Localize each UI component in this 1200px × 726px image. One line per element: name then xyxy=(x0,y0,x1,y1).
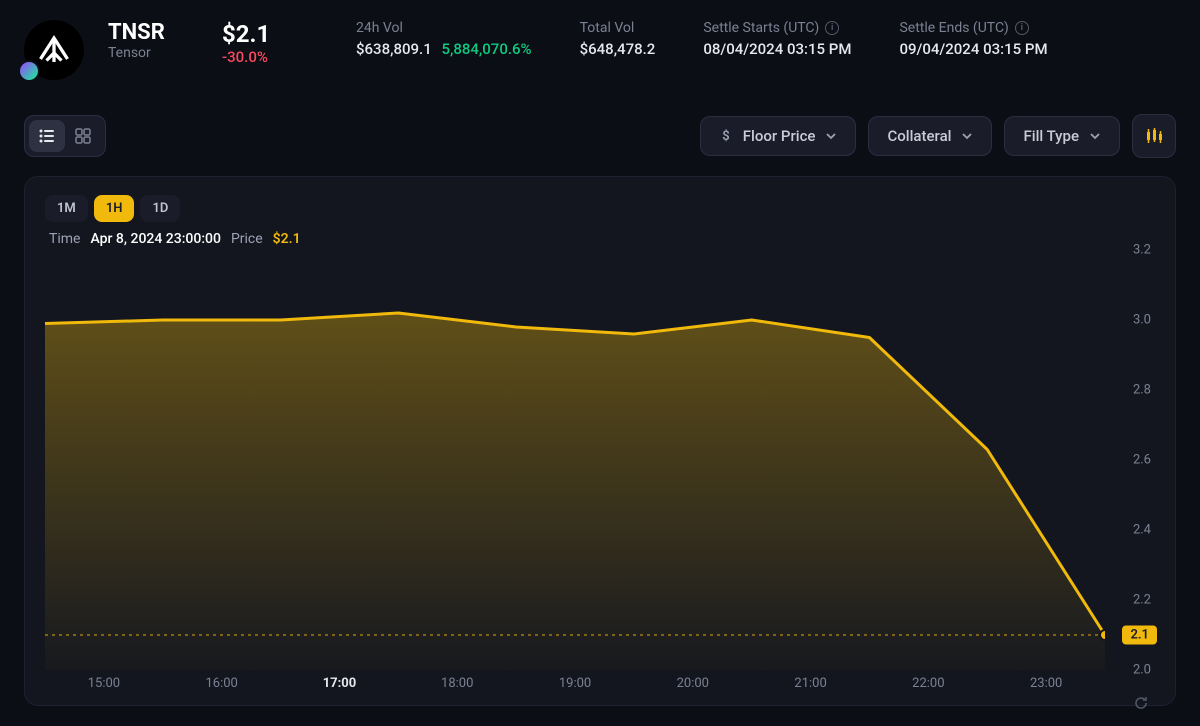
dollar-icon: $ xyxy=(719,129,733,143)
stat-value: 08/04/2024 03:15 PM xyxy=(703,40,851,58)
stat-label: 24h Vol xyxy=(356,20,532,36)
toolbar: $ Floor Price Collateral Fill Type xyxy=(24,114,1176,158)
token-name-block: TNSR Tensor xyxy=(108,20,198,61)
fill-type-filter[interactable]: Fill Type xyxy=(1004,116,1120,156)
collateral-filter[interactable]: Collateral xyxy=(868,116,992,156)
grid-view-button[interactable] xyxy=(65,120,101,152)
list-view-button[interactable] xyxy=(29,120,65,152)
tensor-logo-icon xyxy=(36,32,72,68)
chart-tooltip: Time Apr 8, 2024 23:00:00 Price $2.1 xyxy=(49,231,301,247)
tooltip-time-value: Apr 8, 2024 23:00:00 xyxy=(90,231,220,247)
chart-plot[interactable] xyxy=(45,250,1105,670)
stat-label: Settle Starts (UTC) i xyxy=(703,20,851,36)
candlestick-icon xyxy=(1144,126,1164,146)
chart-card: 1M1H1D Time Apr 8, 2024 23:00:00 Price $… xyxy=(24,176,1176,706)
y-axis: 3.23.02.82.62.42.22.02.1 xyxy=(1105,250,1155,670)
x-tick: 16:00 xyxy=(163,676,281,691)
chevron-down-icon xyxy=(961,130,973,142)
info-icon[interactable]: i xyxy=(825,21,839,35)
price-block: $2.1 -30.0% xyxy=(222,20,332,66)
chevron-down-icon xyxy=(825,130,837,142)
stat-total-vol: Total Vol $648,478.2 xyxy=(580,20,656,58)
stat-value: 09/04/2024 03:15 PM xyxy=(899,40,1047,58)
grid-icon xyxy=(74,127,92,145)
y-tick: 2.4 xyxy=(1105,523,1155,538)
floor-price-filter[interactable]: $ Floor Price xyxy=(700,116,857,156)
filter-label: Fill Type xyxy=(1023,127,1079,145)
y-tick: 3.0 xyxy=(1105,313,1155,328)
timeframe-1m[interactable]: 1M xyxy=(45,195,88,222)
refresh-icon[interactable] xyxy=(1133,695,1149,711)
filter-label: Collateral xyxy=(887,127,951,145)
y-tick-current: 2.1 xyxy=(1122,626,1157,645)
chart-type-button[interactable] xyxy=(1132,114,1176,158)
x-axis: 15:0016:0017:0018:0019:0020:0021:0022:00… xyxy=(45,676,1155,691)
y-tick: 3.2 xyxy=(1105,243,1155,258)
y-tick: 2.2 xyxy=(1105,593,1155,608)
stat-label: Settle Ends (UTC) i xyxy=(899,20,1047,36)
tooltip-price-value: $2.1 xyxy=(273,231,301,247)
header: TNSR Tensor $2.1 -30.0% 24h Vol $638,809… xyxy=(24,20,1176,80)
stat-label: Total Vol xyxy=(580,20,656,36)
stat-value: $648,478.2 xyxy=(580,40,656,58)
timeframe-1d[interactable]: 1D xyxy=(140,195,180,222)
stats-row: 24h Vol $638,809.1 5,884,070.6% Total Vo… xyxy=(356,20,1176,58)
price-change: -30.0% xyxy=(222,48,332,66)
svg-text:$: $ xyxy=(722,129,729,143)
timeframe-toggle: 1M1H1D xyxy=(45,195,1155,222)
x-tick: 23:00 xyxy=(987,676,1105,691)
tooltip-price-label: Price xyxy=(231,231,263,247)
info-icon[interactable]: i xyxy=(1015,21,1029,35)
token-symbol: TNSR xyxy=(108,20,198,45)
x-tick: 22:00 xyxy=(869,676,987,691)
token-icon xyxy=(24,20,84,80)
stat-settle-end: Settle Ends (UTC) i 09/04/2024 03:15 PM xyxy=(899,20,1047,58)
y-tick: 2.6 xyxy=(1105,453,1155,468)
tooltip-time-label: Time xyxy=(49,231,80,247)
x-tick: 21:00 xyxy=(752,676,870,691)
stat-24h-pct: 5,884,070.6% xyxy=(441,40,531,58)
x-tick: 15:00 xyxy=(45,676,163,691)
list-icon xyxy=(38,127,56,145)
filter-label: Floor Price xyxy=(743,127,816,145)
price-value: $2.1 xyxy=(222,20,332,48)
chain-badge-icon xyxy=(18,60,40,82)
stat-value: $638,809.1 5,884,070.6% xyxy=(356,40,532,58)
x-tick: 18:00 xyxy=(398,676,516,691)
token-fullname: Tensor xyxy=(108,45,198,61)
y-tick: 2.8 xyxy=(1105,383,1155,398)
x-tick: 20:00 xyxy=(634,676,752,691)
chevron-down-icon xyxy=(1089,130,1101,142)
x-tick: 17:00 xyxy=(281,676,399,691)
stat-settle-start: Settle Starts (UTC) i 08/04/2024 03:15 P… xyxy=(703,20,851,58)
stat-24h-vol: 24h Vol $638,809.1 5,884,070.6% xyxy=(356,20,532,58)
x-tick: 19:00 xyxy=(516,676,634,691)
timeframe-1h[interactable]: 1H xyxy=(94,195,135,222)
chart-svg xyxy=(45,250,1105,670)
chart-area: 3.23.02.82.62.42.22.02.1 xyxy=(45,250,1155,670)
y-tick: 2.0 xyxy=(1105,663,1155,678)
view-toggle xyxy=(24,115,106,157)
